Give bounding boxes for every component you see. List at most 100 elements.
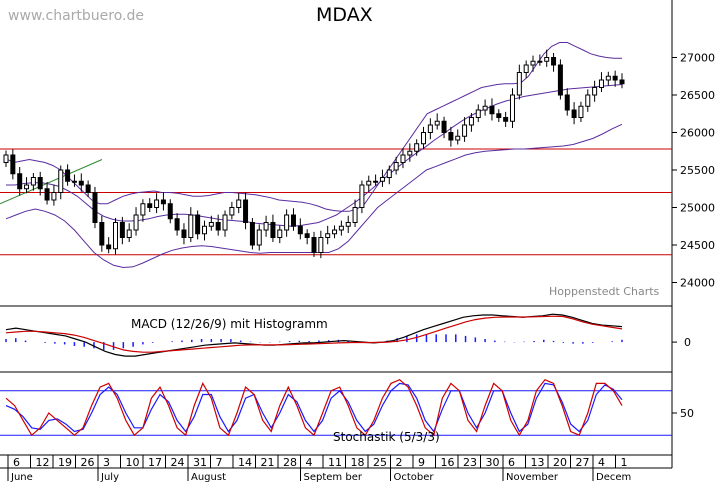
candle	[17, 173, 23, 190]
candle	[537, 60, 543, 63]
candle	[290, 214, 296, 227]
candle	[557, 64, 563, 96]
stochastic-label: Stochastik (5/3/3)	[333, 430, 440, 444]
candle	[592, 87, 598, 96]
candle	[167, 203, 173, 220]
y-tick-label: 26000	[680, 127, 715, 140]
date-tick-label: 30	[486, 456, 500, 469]
candle	[106, 244, 112, 250]
watermark: www.chartbuero.de	[8, 8, 145, 24]
candle	[208, 222, 214, 227]
candle	[530, 60, 536, 66]
candle	[133, 214, 139, 231]
candle	[386, 169, 392, 178]
candle	[551, 57, 557, 66]
chart-frame	[0, 0, 673, 469]
month-label: November	[506, 472, 559, 483]
candle	[24, 184, 30, 190]
date-tick-label: 11	[328, 456, 342, 469]
candle	[598, 79, 604, 88]
macd-panel	[5, 313, 623, 357]
macd-signal-line	[5, 315, 623, 353]
stochastic-d-line	[5, 382, 623, 433]
y-tick-label: 26500	[680, 89, 715, 102]
date-tick-label: 14	[238, 456, 252, 469]
candle	[482, 105, 488, 111]
candle	[338, 225, 344, 231]
candle	[318, 237, 324, 253]
candle	[441, 120, 447, 133]
candle	[578, 105, 584, 118]
date-tick-label: 28	[283, 456, 297, 469]
candle	[523, 64, 529, 73]
macd-label: MACD (12/26/9) mit Histogramm	[131, 317, 328, 331]
candle	[359, 184, 365, 208]
stochastic-k-line	[5, 378, 623, 437]
candle	[544, 57, 550, 62]
candle	[468, 117, 474, 126]
candle	[78, 180, 84, 186]
candle	[270, 222, 276, 238]
date-tick-label: 10	[126, 456, 140, 469]
candle	[455, 135, 461, 141]
candle	[503, 117, 509, 122]
candle	[462, 124, 468, 137]
candle	[407, 150, 413, 156]
candle	[188, 214, 194, 238]
candle	[332, 229, 338, 235]
date-tick-label: 2	[396, 456, 403, 469]
candle	[509, 94, 515, 122]
candle	[325, 233, 331, 238]
month-label: October	[394, 472, 435, 483]
date-axis: 6 12 19 26 3 10 17 24 31 7 14 21 28 4 11 18 25 2 9 16 23 30 6 1…	[7, 455, 631, 483]
candle	[345, 222, 351, 227]
candle	[619, 79, 625, 85]
candle	[496, 113, 502, 118]
candle	[297, 225, 303, 235]
date-tick-label: 7	[216, 456, 223, 469]
price-panel	[0, 42, 672, 269]
candle	[201, 225, 207, 235]
candle	[612, 75, 618, 81]
date-tick-label: 20	[553, 456, 567, 469]
candle	[126, 229, 132, 238]
y-tick-label: 27000	[680, 52, 715, 65]
date-tick-label: 13	[531, 456, 545, 469]
date-tick-label: 6	[508, 456, 515, 469]
date-tick-label: 16	[441, 456, 455, 469]
date-tick-label: 9	[418, 456, 425, 469]
candle	[434, 120, 440, 126]
candle	[448, 132, 454, 141]
y-tick-label: 25000	[680, 202, 715, 215]
candle	[44, 188, 50, 201]
date-tick-label: 27	[576, 456, 590, 469]
date-tick-label: 3	[103, 456, 110, 469]
candle	[195, 214, 201, 235]
candle	[3, 154, 9, 163]
month-label: Septem ber	[304, 472, 363, 483]
candle	[489, 105, 495, 115]
candle	[51, 192, 57, 201]
date-tick-label: 4	[598, 456, 605, 469]
candle	[263, 222, 269, 231]
candle	[119, 222, 125, 238]
trendline	[0, 159, 103, 205]
candle	[147, 203, 153, 208]
month-label: August	[191, 472, 226, 483]
candle	[304, 233, 310, 238]
candle	[222, 214, 228, 231]
date-tick-label: 17	[148, 456, 162, 469]
candle	[30, 177, 36, 186]
candle	[140, 203, 146, 216]
candle	[421, 132, 427, 145]
candle	[414, 143, 420, 152]
candle	[85, 184, 91, 193]
candle	[516, 72, 522, 96]
candle	[229, 207, 235, 216]
provider-credit: Hoppenstedt Charts	[549, 285, 660, 298]
date-tick-label: 31	[193, 456, 207, 469]
candle	[65, 169, 71, 182]
date-tick-label: 18	[351, 456, 365, 469]
candle	[243, 199, 249, 223]
